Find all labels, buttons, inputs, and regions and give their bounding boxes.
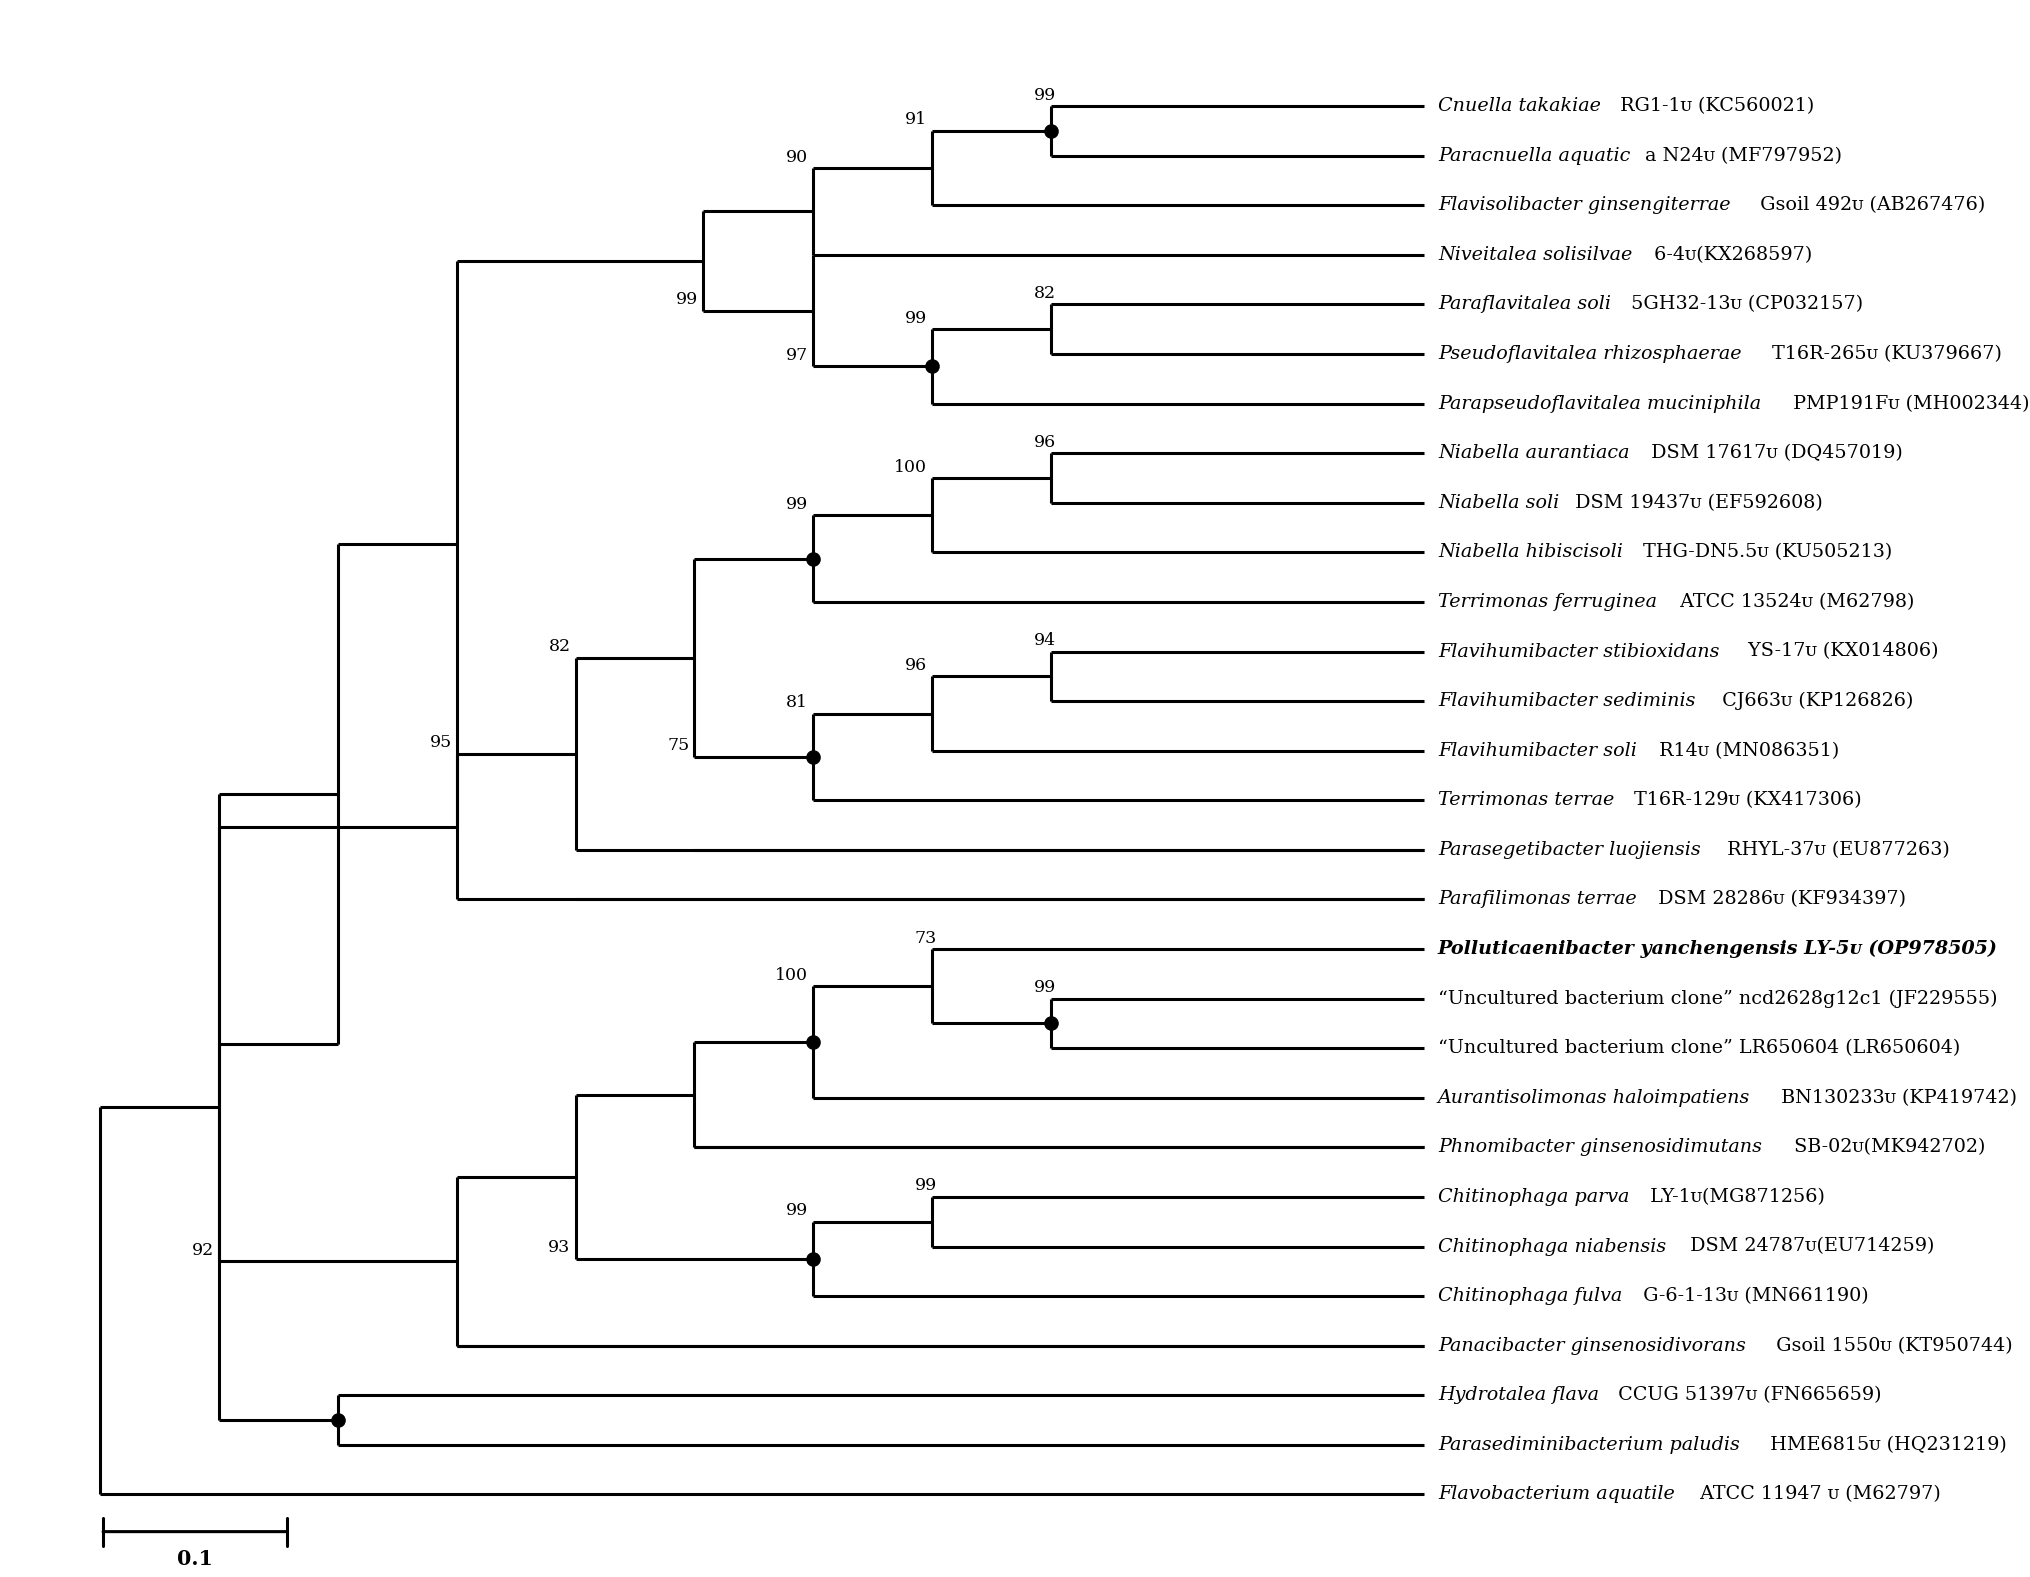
Text: Parapseudoflavitalea muciniphila: Parapseudoflavitalea muciniphila [1437,394,1762,413]
Text: 73: 73 [916,929,938,946]
Text: Terrimonas ferruginea: Terrimonas ferruginea [1437,593,1656,610]
Text: Gsoil 1550ᴜ (KT950744): Gsoil 1550ᴜ (KT950744) [1770,1337,2012,1355]
Text: 100: 100 [775,967,808,984]
Text: THG-DN5.5ᴜ (KU505213): THG-DN5.5ᴜ (KU505213) [1638,544,1892,561]
Text: BN130233ᴜ (KP419742): BN130233ᴜ (KP419742) [1774,1088,2018,1107]
Text: Chitinophaga fulva: Chitinophaga fulva [1437,1287,1622,1306]
Text: 99: 99 [916,1178,938,1194]
Text: 99: 99 [786,495,808,513]
Text: Flavihumibacter stibioxidans: Flavihumibacter stibioxidans [1437,642,1719,661]
Text: DSM 24787ᴜ(EU714259): DSM 24787ᴜ(EU714259) [1685,1238,1935,1255]
Text: 81: 81 [786,694,808,711]
Text: Gsoil 492ᴜ (AB267476): Gsoil 492ᴜ (AB267476) [1754,196,1985,214]
Text: Parasediminibacterium paludis: Parasediminibacterium paludis [1437,1437,1740,1454]
Text: ATCC 13524ᴜ (M62798): ATCC 13524ᴜ (M62798) [1675,593,1914,610]
Text: Niabella aurantiaca: Niabella aurantiaca [1437,445,1630,462]
Text: T16R-265ᴜ (KU379667): T16R-265ᴜ (KU379667) [1766,345,2002,363]
Text: Flavihumibacter sediminis: Flavihumibacter sediminis [1437,692,1695,710]
Text: Flavobacterium aquatile: Flavobacterium aquatile [1437,1486,1675,1503]
Text: HME6815ᴜ (HQ231219): HME6815ᴜ (HQ231219) [1764,1437,2006,1454]
Text: 0.1: 0.1 [177,1549,213,1569]
Text: PMP191Fᴜ (MH002344): PMP191Fᴜ (MH002344) [1786,394,2030,413]
Text: Cnuella takakiae: Cnuella takakiae [1437,98,1602,115]
Text: 99: 99 [905,309,928,326]
Text: Panacibacter ginsenosidivorans: Panacibacter ginsenosidivorans [1437,1337,1746,1355]
Text: 92: 92 [191,1241,213,1258]
Text: Pseudoflavitalea rhizosphaerae: Pseudoflavitalea rhizosphaerae [1437,345,1742,363]
Text: 90: 90 [786,148,808,166]
Text: CJ663ᴜ (KP126826): CJ663ᴜ (KP126826) [1715,692,1912,710]
Text: 6-4ᴜ(KX268597): 6-4ᴜ(KX268597) [1648,246,1813,263]
Text: Hydrotalea flava: Hydrotalea flava [1437,1386,1600,1404]
Text: 82: 82 [548,639,570,656]
Text: 97: 97 [786,347,808,364]
Text: Phnomibacter ginsenosidimutans: Phnomibacter ginsenosidimutans [1437,1139,1762,1156]
Text: 93: 93 [548,1240,570,1257]
Text: Flavihumibacter soli: Flavihumibacter soli [1437,741,1636,760]
Text: 99: 99 [1033,979,1056,997]
Text: Paraflavitalea soli: Paraflavitalea soli [1437,295,1612,314]
Text: Parafilimonas terrae: Parafilimonas terrae [1437,891,1636,908]
Text: 99: 99 [676,292,698,308]
Text: G-6-1-13ᴜ (MN661190): G-6-1-13ᴜ (MN661190) [1636,1287,1868,1306]
Text: 96: 96 [1033,434,1056,451]
Text: 82: 82 [1033,285,1056,301]
Text: Terrimonas terrae: Terrimonas terrae [1437,792,1614,809]
Text: 91: 91 [905,112,928,128]
Text: Aurantisolimonas haloimpatiens: Aurantisolimonas haloimpatiens [1437,1088,1750,1107]
Text: T16R-129ᴜ (KX417306): T16R-129ᴜ (KX417306) [1628,792,1862,809]
Text: 95: 95 [430,735,453,751]
Text: DSM 19437ᴜ (EF592608): DSM 19437ᴜ (EF592608) [1569,494,1823,513]
Text: ATCC 11947 ᴜ (M62797): ATCC 11947 ᴜ (M62797) [1693,1486,1941,1503]
Text: “Uncultured bacterium clone” LR650604 (LR650604): “Uncultured bacterium clone” LR650604 (L… [1437,1039,1961,1057]
Text: DSM 28286ᴜ (KF934397): DSM 28286ᴜ (KF934397) [1652,891,1906,908]
Text: 75: 75 [668,738,690,754]
Text: 96: 96 [905,658,928,673]
Text: Polluticaenibacter yanchengensis LY-5ᴜ (OP978505): Polluticaenibacter yanchengensis LY-5ᴜ (… [1437,940,1998,959]
Text: Flavisolibacter ginsengiterrae: Flavisolibacter ginsengiterrae [1437,196,1730,214]
Text: LY-1ᴜ(MG871256): LY-1ᴜ(MG871256) [1644,1187,1825,1206]
Text: SB-02ᴜ(MK942702): SB-02ᴜ(MK942702) [1788,1139,1985,1156]
Text: R14ᴜ (MN086351): R14ᴜ (MN086351) [1652,741,1839,760]
Text: 100: 100 [893,459,928,476]
Text: RG1-1ᴜ (KC560021): RG1-1ᴜ (KC560021) [1614,98,1815,115]
Text: DSM 17617ᴜ (DQ457019): DSM 17617ᴜ (DQ457019) [1644,445,1902,462]
Text: YS-17ᴜ (KX014806): YS-17ᴜ (KX014806) [1742,642,1939,661]
Text: 94: 94 [1033,632,1056,650]
Text: Chitinophaga niabensis: Chitinophaga niabensis [1437,1238,1667,1255]
Text: “Uncultured bacterium clone” ncd2628g12c1 (JF229555): “Uncultured bacterium clone” ncd2628g12c… [1437,989,1998,1008]
Text: Niveitalea solisilvae: Niveitalea solisilvae [1437,246,1632,263]
Text: Chitinophaga parva: Chitinophaga parva [1437,1187,1630,1206]
Text: Parasegetibacter luojiensis: Parasegetibacter luojiensis [1437,841,1701,859]
Text: Niabella soli: Niabella soli [1437,494,1559,513]
Text: CCUG 51397ᴜ (FN665659): CCUG 51397ᴜ (FN665659) [1612,1386,1882,1404]
Text: Paracnuella aquatic: Paracnuella aquatic [1437,147,1630,164]
Text: Niabella hibiscisoli: Niabella hibiscisoli [1437,544,1622,561]
Text: 99: 99 [786,1202,808,1219]
Text: RHYL-37ᴜ (EU877263): RHYL-37ᴜ (EU877263) [1721,841,1951,859]
Text: 99: 99 [1033,87,1056,104]
Text: a N24ᴜ (MF797952): a N24ᴜ (MF797952) [1646,147,1843,164]
Text: 5GH32-13ᴜ (CP032157): 5GH32-13ᴜ (CP032157) [1624,295,1864,314]
